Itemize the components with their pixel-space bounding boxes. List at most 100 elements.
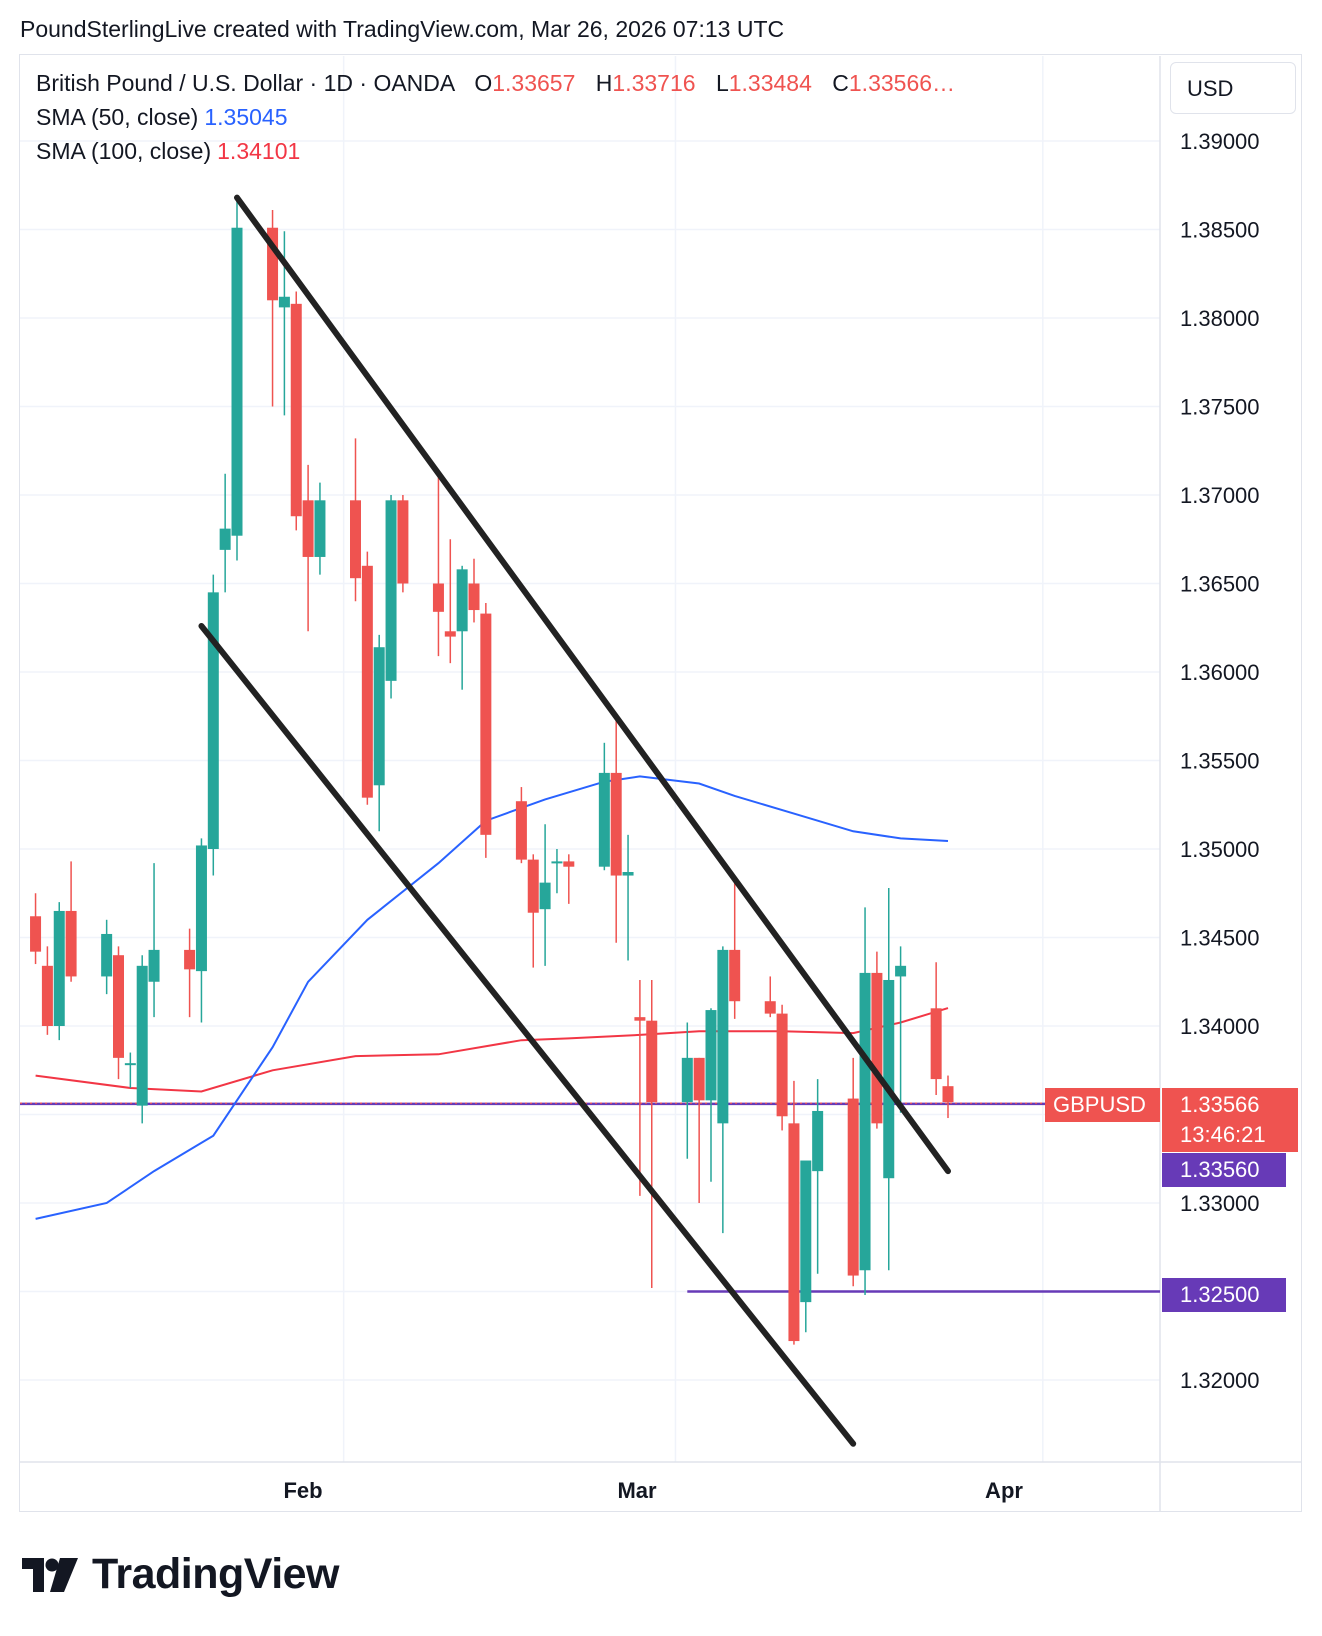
open-value: 1.33657 [492,70,576,96]
y-tick-label: 1.37000 [1180,483,1260,508]
candle [847,1057,859,1287]
candle [646,979,658,1288]
candle-body [551,861,563,864]
candle [729,877,741,1019]
tradingview-wordmark: TradingView [92,1550,340,1598]
y-tick-label: 1.35500 [1180,749,1260,774]
x-tick-feb: Feb [283,1478,323,1503]
candle-body [302,500,314,557]
high-label: H [595,70,613,96]
candle-body [598,772,610,867]
candle-body [124,1063,136,1066]
low-value: 1.33484 [728,70,812,96]
candle-body [776,1013,788,1117]
y-tick-label: 1.35000 [1180,837,1260,862]
tradingview-logo[interactable]: TradingView [22,1550,340,1599]
candle [350,438,361,602]
candle [598,742,610,871]
candle [136,955,148,1124]
candle-body [468,583,480,611]
candle-body [136,965,148,1106]
y-tick-label: 1.33000 [1180,1191,1260,1216]
candle [302,464,314,632]
level-tag-lower[interactable]: 1.32500 [1162,1278,1286,1312]
candle [468,558,480,623]
candle-body [871,972,883,1124]
candle-body [207,592,219,849]
sma100-label: SMA (100, close) [36,138,212,164]
sma50-label: SMA (50, close) [36,104,199,130]
sma100-legend: SMA (100, close) 1.34101 [36,138,300,165]
candle-body [883,979,895,1179]
sma50-line [35,775,949,1220]
candle-body [432,583,444,612]
high-value: 1.33716 [612,70,696,96]
candle [432,477,444,657]
candle [883,887,895,1271]
candle [563,854,575,904]
candle-body [847,1098,859,1276]
candle [207,574,219,876]
y-tick-label: 1.38000 [1180,306,1260,331]
countdown-tag: 13:46:21 [1162,1120,1298,1152]
y-tick-label: 1.34000 [1180,1014,1260,1039]
low-label: L [715,70,729,96]
candle [527,854,539,968]
candle-body [717,949,729,1124]
candle-body [693,1057,705,1101]
candle-body [729,949,741,1002]
y-tick-label: 1.36000 [1180,660,1260,685]
candle [788,1080,800,1345]
candle [456,565,468,690]
candle [717,946,729,1234]
candle [610,716,622,943]
candle-body [539,882,551,910]
candle-body [53,910,65,1026]
y-tick-label: 1.32000 [1180,1368,1260,1393]
close-label: C [832,70,849,96]
candle-body [930,1008,942,1080]
candle-body [278,296,290,308]
candle [148,863,160,1018]
y-tick-label: 1.36500 [1180,572,1260,597]
candle-body [361,565,373,798]
candle [231,195,243,561]
candle [812,1079,824,1274]
candle [53,902,65,1041]
candle [373,634,385,832]
candle [385,495,397,699]
candle [539,824,551,966]
candle [113,946,124,1080]
y-tick-label: 1.39000 [1180,129,1260,154]
candle [41,946,53,1035]
candle-body [622,872,634,876]
candle-body [350,500,361,579]
candle-body [646,1020,658,1103]
candle-body [681,1057,693,1103]
level-tag-upper[interactable]: 1.33560 [1162,1153,1286,1187]
candle [30,893,42,965]
candle [515,787,527,864]
candle-body [610,772,622,876]
current-price-tag: 1.33566 [1162,1088,1298,1122]
candle [314,482,326,575]
x-tick-mar: Mar [617,1478,657,1503]
y-tick-label: 1.37500 [1180,395,1260,420]
candle-body [764,1001,776,1014]
candle-body [231,227,243,536]
candle-body [859,972,871,1271]
candle-body [397,500,409,584]
candle [693,1057,705,1203]
candle-body [705,1010,717,1101]
candle-body [444,631,456,637]
candle-body [290,303,302,517]
currency-selector[interactable]: USD [1170,62,1296,114]
candle-body [942,1086,954,1103]
candle-body [895,965,907,977]
candle-body [101,933,113,977]
candle [622,834,634,961]
x-tick-apr: Apr [985,1478,1023,1503]
candle-body [634,1017,646,1021]
candle-body [184,949,196,970]
